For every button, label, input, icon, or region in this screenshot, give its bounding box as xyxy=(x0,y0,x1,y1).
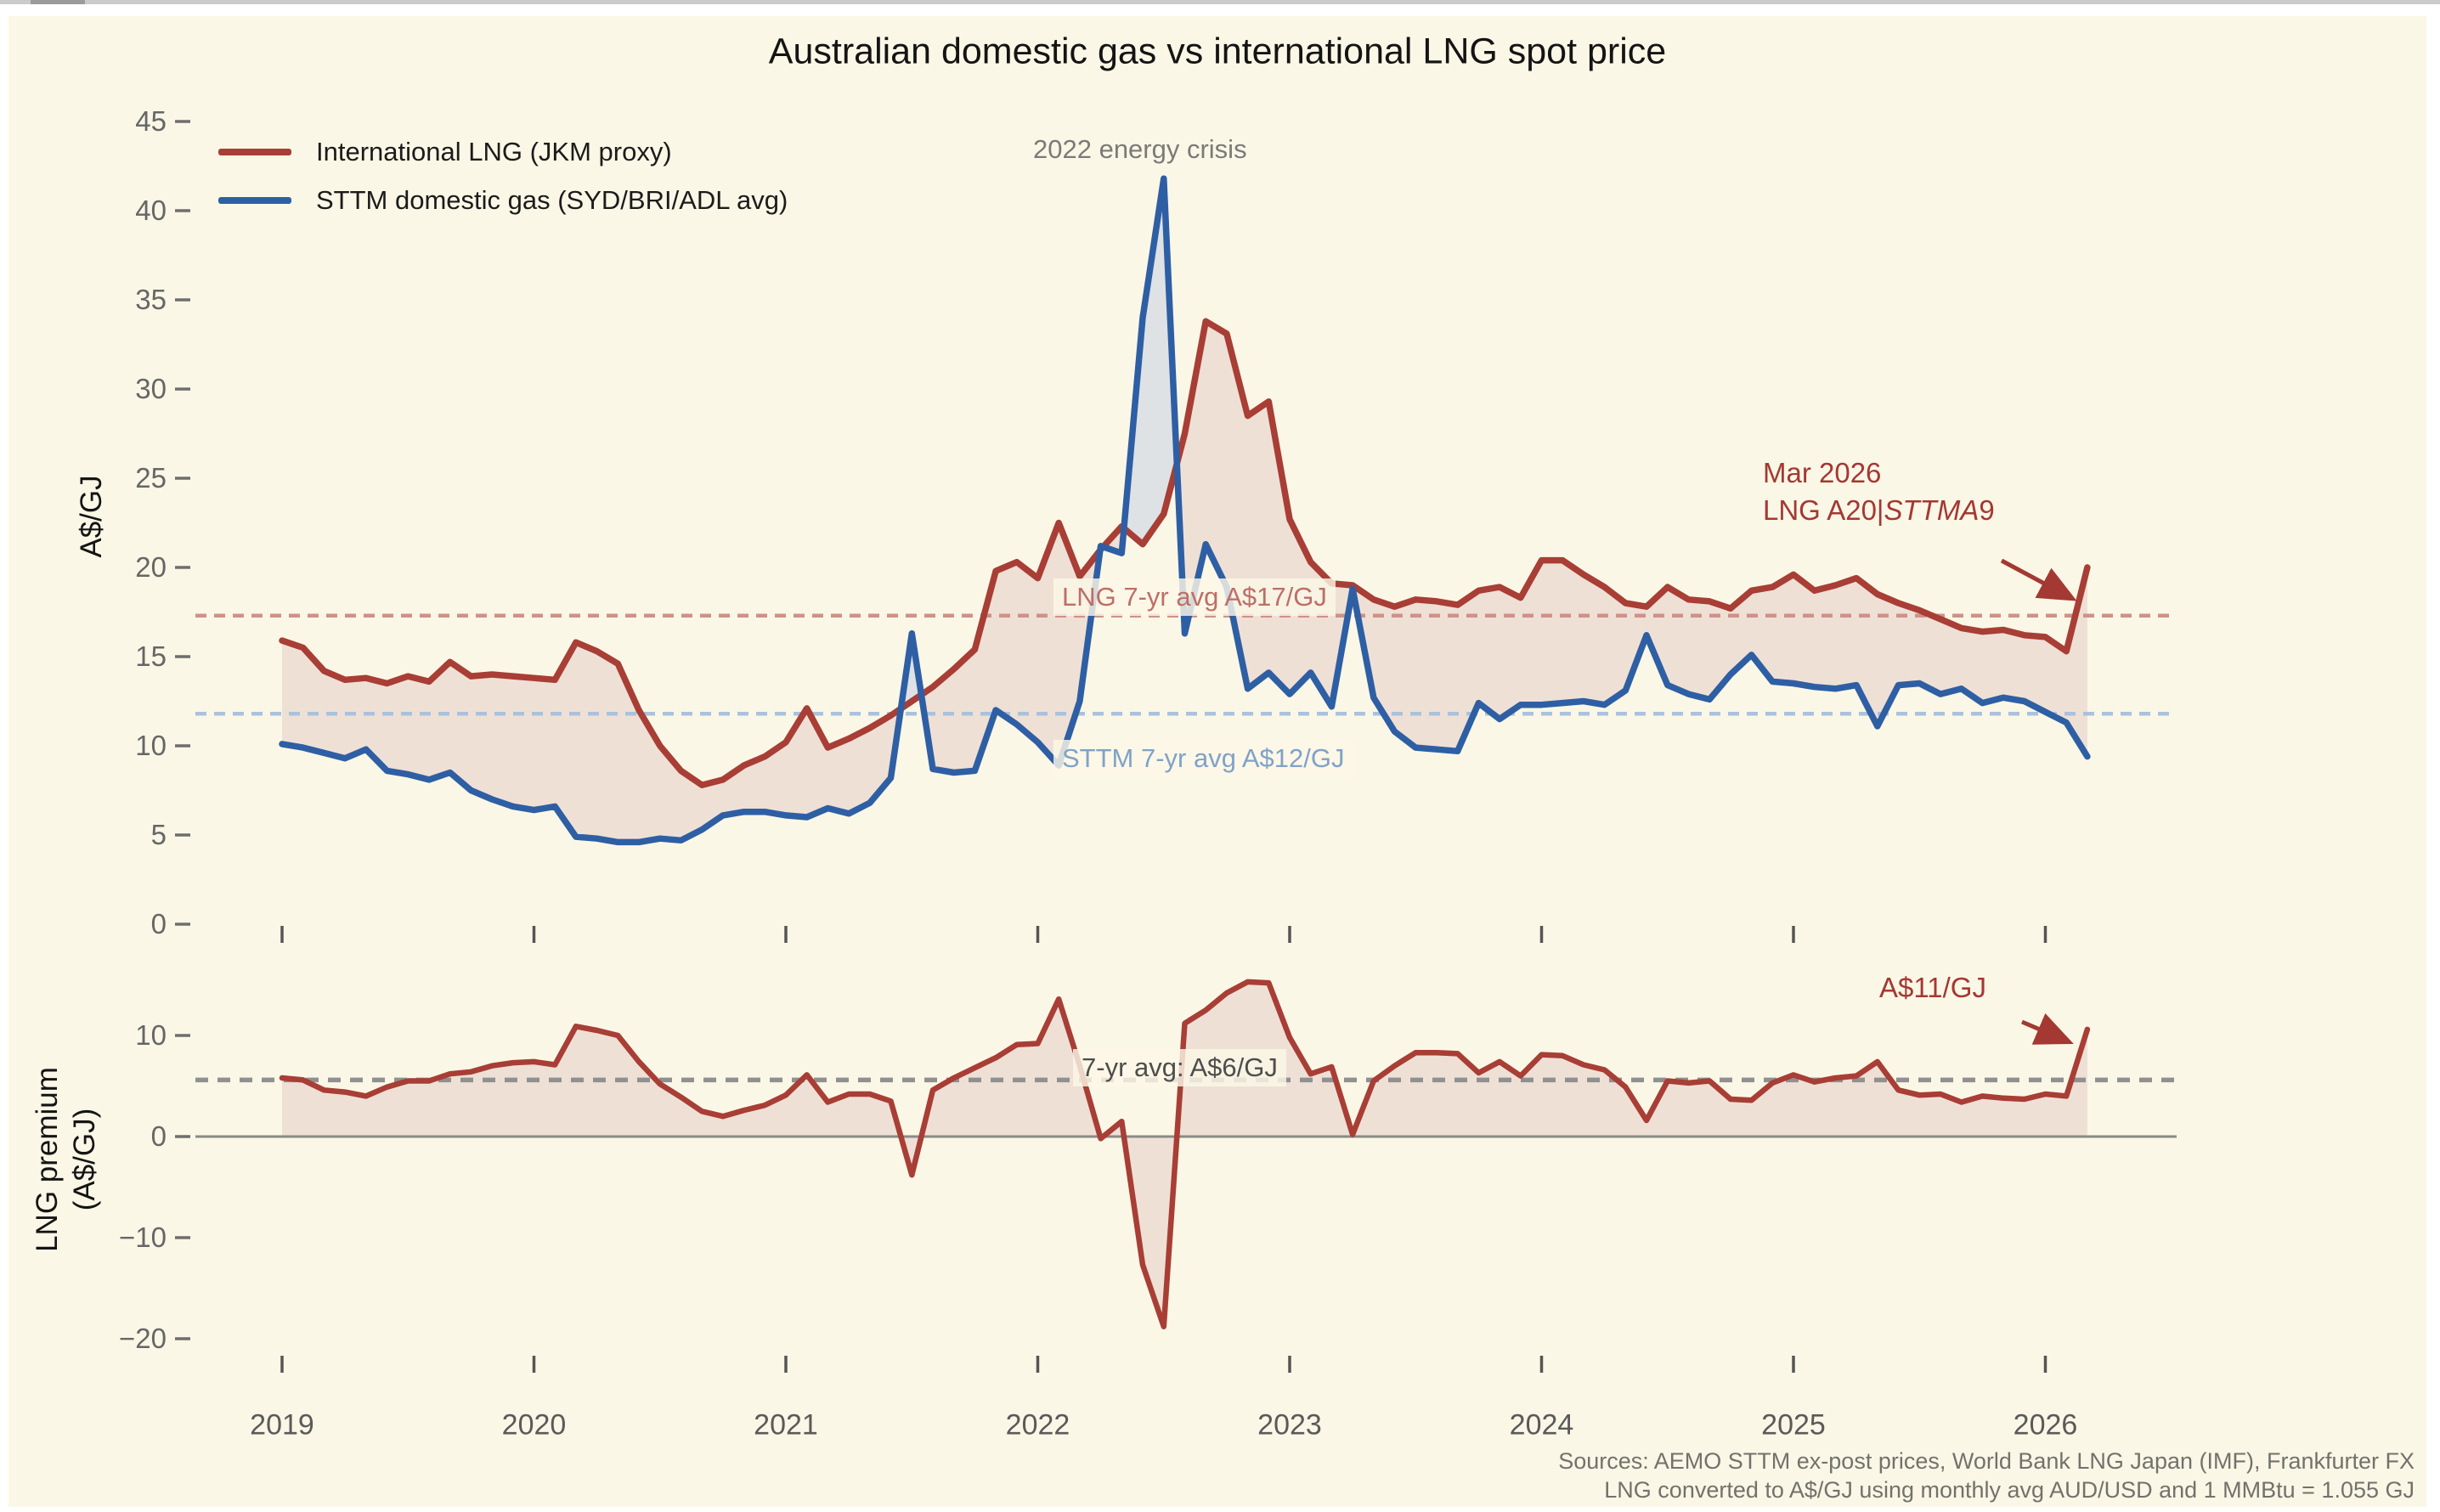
mar-2026-line2: LNG A20|STTMA9 xyxy=(1763,492,1995,529)
bottom-ylabel-line1: LNG premium xyxy=(31,1067,64,1252)
mar-2026-line2-part3: 9 xyxy=(1979,494,1995,526)
top-y-tick-label: 20 xyxy=(135,551,167,583)
fill-lng-above-sttm xyxy=(282,640,901,843)
legend-label-lng: International LNG (JKM proxy) xyxy=(316,137,672,166)
bottom-y-tick-label: 10 xyxy=(135,1019,167,1051)
top-y-tick-label: 45 xyxy=(135,105,167,137)
premium-endpoint-annotation: A$11/GJ xyxy=(1879,972,1986,1003)
sources-note: Sources: AEMO STTM ex-post prices, World… xyxy=(1558,1447,2415,1504)
lng-avg-label: LNG 7-yr avg A$17/GJ xyxy=(1053,578,1336,616)
premium-avg-label: 7-yr avg: A$6/GJ xyxy=(1073,1049,1286,1086)
series-lines xyxy=(279,175,2091,1329)
top-y-tick-label: 15 xyxy=(135,640,167,672)
top-y-tick-label: 0 xyxy=(150,908,167,939)
year-tick-label: 2022 xyxy=(1005,1408,1070,1441)
year-tick-label: 2019 xyxy=(250,1408,314,1441)
chart-title: Australian domestic gas vs international… xyxy=(768,31,1667,72)
fill-sttm-above-lng xyxy=(1123,178,1178,544)
top-y-tick-label: 10 xyxy=(135,730,167,761)
mar-2026-annotation: Mar 2026 LNG A20|STTMA9 xyxy=(1763,454,1995,529)
year-tick-label: 2024 xyxy=(1509,1408,1574,1441)
year-tick-label: 2026 xyxy=(2013,1408,2078,1441)
bottom-y-tick-label: −10 xyxy=(119,1221,167,1253)
sttm-price-line xyxy=(279,175,2091,846)
sttm-avg-label: STTM 7-yr avg A$12/GJ xyxy=(1053,740,1353,777)
top-y-tick-label: 30 xyxy=(135,373,167,404)
axis-tick-marks xyxy=(175,120,2047,1373)
sources-line2: LNG converted to A$/GJ using monthly avg… xyxy=(1604,1477,2415,1503)
premium-endpoint-arrow xyxy=(2021,1013,2074,1045)
sources-line1: Sources: AEMO STTM ex-post prices, World… xyxy=(1558,1448,2415,1474)
top-y-tick-label: 35 xyxy=(135,284,167,315)
year-tick-label: 2025 xyxy=(1761,1408,1826,1441)
window-top-strip xyxy=(0,0,2440,4)
bottom-y-tick-label: −20 xyxy=(119,1323,167,1354)
year-tick-label: 2021 xyxy=(754,1408,818,1441)
top-y-tick-label: 40 xyxy=(135,195,167,226)
legend-swatch-lng xyxy=(218,149,291,155)
bottom-y-tick-label: 0 xyxy=(150,1120,167,1152)
mar-2026-line2-part2: STTMA xyxy=(1884,494,1980,526)
top-y-tick-label: 25 xyxy=(135,462,167,494)
lng-price-line xyxy=(279,318,2091,788)
year-tick-label: 2023 xyxy=(1257,1408,1322,1441)
crisis-annotation: 2022 energy crisis xyxy=(1033,134,1247,164)
fill-lng-above-sttm xyxy=(1177,321,2087,757)
mar-2026-arrow xyxy=(2000,558,2077,601)
top-y-tick-label: 5 xyxy=(150,819,167,850)
premium-line xyxy=(279,979,2091,1329)
annotation-arrows xyxy=(2000,558,2077,1045)
legend-swatch-sttm xyxy=(218,197,291,204)
legend-label-sttm: STTM domestic gas (SYD/BRI/ADL avg) xyxy=(316,185,788,215)
window-top-strip-segment xyxy=(31,0,85,4)
mar-2026-line2-part1: LNG A20| xyxy=(1763,494,1884,526)
mar-2026-line1: Mar 2026 xyxy=(1763,457,1882,488)
year-tick-label: 2020 xyxy=(501,1408,567,1441)
